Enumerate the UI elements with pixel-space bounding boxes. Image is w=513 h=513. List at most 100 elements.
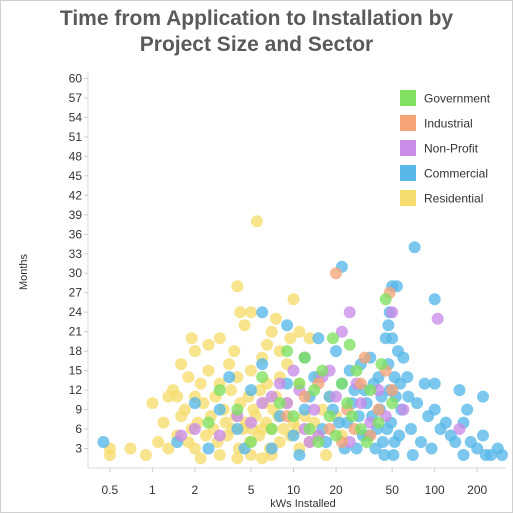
point-non-profit — [386, 306, 399, 319]
x-tick-label: 200 — [467, 483, 487, 497]
point-industrial — [386, 384, 399, 397]
point-residential — [245, 364, 257, 377]
point-commercial — [405, 423, 417, 435]
point-government — [231, 403, 244, 416]
point-residential — [238, 319, 251, 332]
point-residential — [175, 358, 188, 371]
points-layer — [97, 215, 508, 465]
point-residential — [124, 442, 137, 455]
point-non-profit — [343, 306, 356, 319]
point-commercial — [434, 423, 447, 435]
point-commercial — [281, 319, 294, 332]
point-residential — [146, 397, 159, 410]
point-residential — [197, 397, 210, 410]
point-residential — [213, 332, 226, 345]
point-government — [343, 338, 356, 351]
y-tick-label: 54 — [69, 110, 83, 124]
point-commercial — [415, 436, 427, 448]
y-tick-label: 39 — [69, 208, 83, 222]
y-tick-label: 33 — [69, 247, 83, 261]
point-commercial — [97, 436, 110, 448]
point-government — [256, 371, 269, 384]
point-government — [323, 410, 336, 423]
chart-title-line-1: Time from Application to Installation by — [59, 7, 454, 30]
point-residential — [224, 384, 237, 397]
point-commercial — [265, 442, 278, 455]
y-tick-label: 57 — [69, 91, 83, 105]
point-industrial — [372, 403, 385, 416]
point-government — [350, 364, 363, 377]
point-commercial — [378, 449, 391, 461]
point-residential — [175, 410, 188, 423]
y-tick-label: 9 — [75, 403, 82, 417]
point-non-profit — [453, 423, 466, 435]
point-government — [386, 397, 399, 410]
point-non-profit — [188, 423, 201, 435]
point-commercial — [298, 403, 311, 416]
point-residential — [273, 436, 286, 448]
point-commercial — [461, 403, 474, 416]
point-residential — [231, 280, 244, 293]
point-residential — [234, 306, 247, 319]
point-residential — [162, 442, 175, 455]
point-commercial — [213, 403, 226, 416]
point-commercial — [333, 416, 345, 429]
y-tick-label: 30 — [69, 266, 83, 280]
point-commercial — [401, 371, 414, 384]
x-tick-label: 2 — [192, 483, 199, 497]
y-tick-label: 48 — [69, 149, 83, 163]
point-commercial — [392, 345, 404, 358]
y-tick-label: 15 — [69, 364, 83, 378]
legend-label-government: Government — [424, 92, 491, 106]
point-non-profit — [431, 312, 444, 325]
legend-swatch-non-profit — [400, 140, 416, 156]
point-government — [298, 351, 311, 364]
point-residential — [293, 325, 306, 338]
point-industrial — [354, 377, 367, 390]
point-non-profit — [397, 403, 410, 416]
point-commercial — [408, 241, 421, 254]
point-government — [316, 364, 329, 377]
point-commercial — [444, 429, 457, 442]
point-residential — [256, 423, 269, 435]
y-axis-title: Months — [18, 253, 30, 290]
point-non-profit — [372, 384, 385, 397]
point-government — [372, 416, 385, 429]
point-government — [281, 345, 294, 358]
point-residential — [320, 449, 333, 461]
point-residential — [152, 436, 165, 448]
point-commercial — [477, 390, 489, 403]
point-non-profit — [245, 416, 257, 429]
point-commercial — [457, 449, 470, 461]
point-commercial — [231, 423, 244, 435]
chart-title: Time from Application to Installation by… — [0, 6, 513, 58]
point-industrial — [330, 267, 342, 280]
point-commercial — [330, 345, 342, 358]
legend: Government Industrial Non-Profit Commercial… — [400, 90, 491, 206]
y-tick-label: 12 — [69, 383, 83, 397]
point-commercial — [386, 332, 399, 345]
point-non-profit — [308, 403, 321, 416]
point-government — [326, 332, 339, 345]
y-tick-label: 6 — [75, 422, 82, 436]
x-tick-label: 100 — [425, 483, 445, 497]
point-residential — [254, 384, 267, 397]
point-residential — [185, 332, 198, 345]
point-residential — [157, 416, 170, 429]
point-commercial — [411, 397, 424, 410]
point-residential — [188, 345, 201, 358]
point-commercial — [422, 410, 435, 423]
point-non-profit — [273, 377, 286, 390]
point-commercial — [256, 306, 269, 319]
point-government — [245, 436, 257, 448]
y-tick-label: 45 — [69, 169, 83, 183]
point-government — [341, 397, 354, 410]
x-tick-label: 5 — [248, 483, 255, 497]
y-tick-label: 60 — [69, 71, 83, 85]
point-residential — [284, 332, 297, 345]
point-non-profit — [175, 429, 188, 442]
legend-swatch-commercial — [400, 165, 416, 181]
x-axis-title: kWs Installed — [270, 498, 335, 510]
y-tick-label: 51 — [69, 130, 83, 144]
point-residential — [231, 452, 244, 465]
